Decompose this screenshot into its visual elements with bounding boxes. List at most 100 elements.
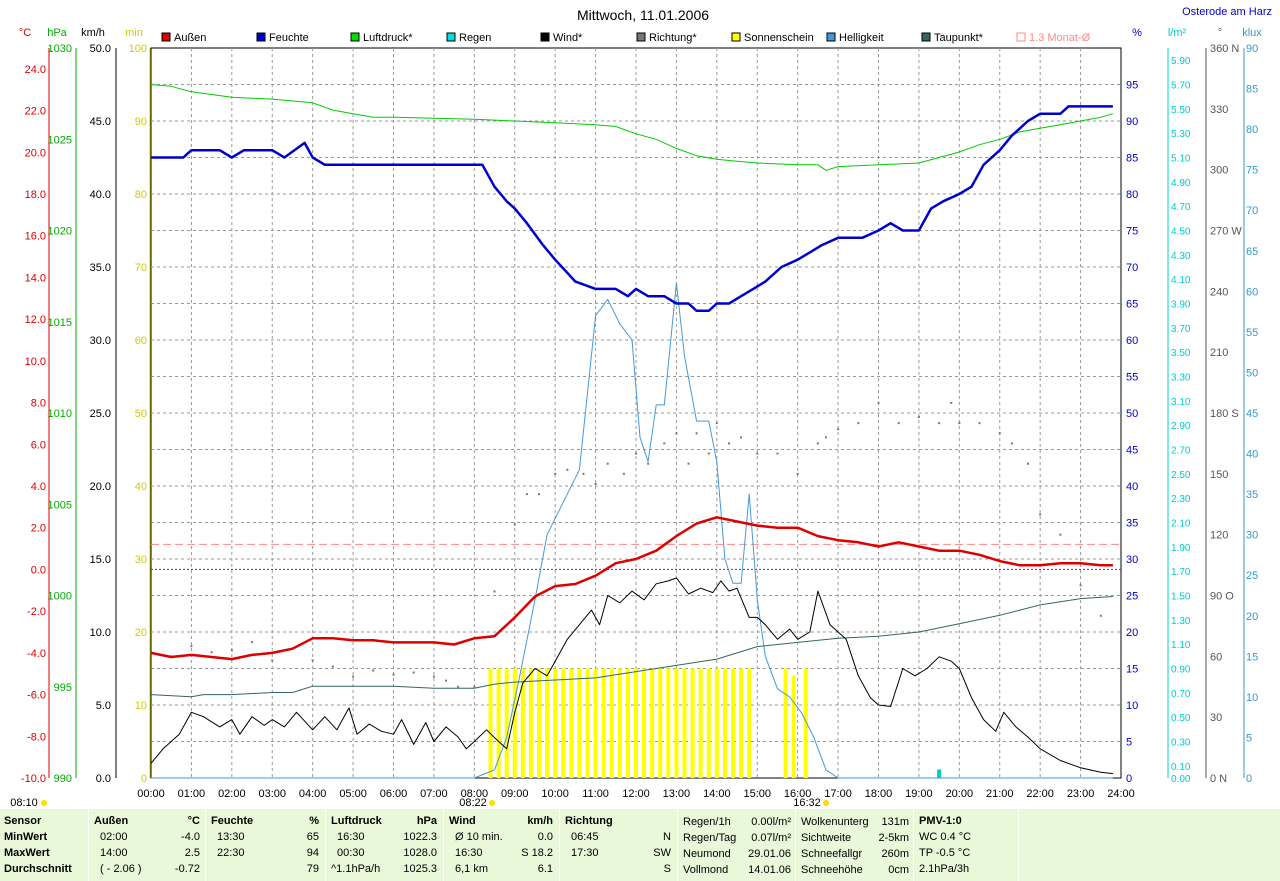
rain-tick-label: 1.30 — [1171, 616, 1191, 627]
hpa-tick-label: 1020 — [48, 226, 72, 238]
rain-tick-label: 5.10 — [1171, 154, 1191, 165]
min-tick-label: 0 — [141, 773, 147, 785]
neumond-value: 29.01.06 — [748, 848, 791, 860]
hpa-tick-label: 995 — [54, 682, 72, 694]
rain-tick-label: 1.50 — [1171, 592, 1191, 603]
rain-tick-label: 2.10 — [1171, 519, 1191, 530]
wind-direction-point — [938, 422, 941, 425]
wind-direction-point — [998, 432, 1001, 435]
wind-direction-point — [311, 659, 314, 662]
wind-avg10-value: 0.0 — [537, 831, 553, 843]
min-tick-label: 90 — [135, 116, 147, 128]
klux-tick-label: 60 — [1246, 286, 1258, 298]
rain-tick-label: 0.70 — [1171, 689, 1191, 700]
sunshine-bar — [674, 668, 679, 778]
wind-direction-point — [1027, 462, 1030, 465]
luftdruck-header: Luftdruck — [331, 815, 382, 827]
richtung-header: Richtung — [565, 815, 613, 827]
sensor-column: Sensor MinWert MaxWert Durchschnitt — [4, 809, 88, 881]
plot-area — [150, 47, 1122, 779]
luftdruck-trend: ^1.1hPa/h — [331, 863, 381, 875]
x-tick-label: 03:00 — [258, 788, 286, 800]
kmh-tick-label: 30.0 — [90, 335, 111, 347]
pressure-trend-value: 2.1hPa/3h — [919, 863, 970, 875]
taupunkt-value: TP -0.5 °C — [919, 847, 971, 859]
kmh-tick-label: 0.0 — [96, 773, 111, 785]
luftdruck-avg-value: 1025.3 — [403, 863, 437, 875]
rain-tick-label: 3.50 — [1171, 348, 1191, 359]
feuchte-min-value: 65 — [306, 831, 319, 843]
klux-tick-label: 25 — [1246, 570, 1258, 582]
hpa-tick-label: 1005 — [48, 499, 72, 511]
pct-tick-label: 0 — [1126, 773, 1132, 785]
wind-avg10-label: Ø 10 min. — [455, 831, 503, 843]
legend-swatch — [826, 32, 836, 42]
wind-direction-point — [513, 523, 516, 526]
rain-tick-label: 2.30 — [1171, 494, 1191, 505]
min-tick-label: 20 — [135, 627, 147, 639]
rain-tick-label: 4.10 — [1171, 275, 1191, 286]
wolken-column: Wolkenunterg 131m Sichtweite 2-5km Schne… — [799, 809, 909, 881]
wind-direction-point — [1099, 614, 1102, 617]
pct-tick-label: 85 — [1126, 153, 1138, 165]
regen-tag-label: Regen/Tag — [683, 832, 737, 844]
pct-tick-label: 20 — [1126, 627, 1138, 639]
temp-tick-label: 12.0 — [25, 314, 46, 326]
chart-title: Mittwoch, 11.01.2006 — [577, 7, 709, 23]
rain-tick-label: 2.70 — [1171, 446, 1191, 457]
deg-tick-label: 120 — [1210, 530, 1228, 542]
pct-tick-label: 65 — [1126, 299, 1138, 311]
sensor-header: Sensor — [4, 815, 42, 827]
temp-tick-label: -8.0 — [27, 731, 46, 743]
rain-tick-label: 4.50 — [1171, 227, 1191, 238]
deg-tick-label: 90 O — [1210, 591, 1234, 603]
aussen-line — [150, 516, 1113, 661]
x-tick-label: 19:00 — [905, 788, 933, 800]
temp-tick-label: 16.0 — [25, 231, 46, 243]
stats-footer: Sensor MinWert MaxWert Durchschnitt Auße… — [0, 809, 1280, 881]
luftdruck-min-time: 16:30 — [337, 831, 365, 843]
wind-direction-point — [190, 645, 193, 648]
x-tick-label: 17:00 — [824, 788, 852, 800]
sunshine-bar — [634, 668, 638, 778]
regen-1h-label: Regen/1h — [683, 816, 731, 828]
rain-tick-label: 0.30 — [1171, 738, 1191, 749]
durchschnitt-label: Durchschnitt — [4, 863, 72, 875]
feuchte-max-time: 22:30 — [217, 847, 245, 859]
wind-direction-point — [877, 401, 880, 404]
rain-tick-label: 3.30 — [1171, 373, 1191, 384]
rain-tick-label: 1.90 — [1171, 543, 1191, 554]
rain-tick-label: 0.10 — [1171, 762, 1191, 773]
kmh-tick-label: 10.0 — [90, 627, 111, 639]
sunshine-bar — [803, 668, 808, 778]
kmh-tick-label: 5.0 — [96, 700, 111, 712]
legend-label: Luftdruck* — [363, 32, 413, 44]
temp-tick-label: 14.0 — [25, 272, 46, 284]
pct-tick-label: 40 — [1126, 481, 1138, 493]
min-axis-unit: min — [125, 27, 143, 39]
min-tick-label: 60 — [135, 335, 147, 347]
x-tick-label: 20:00 — [946, 788, 974, 800]
wind-direction-point — [457, 685, 460, 688]
luftdruck-unit: hPa — [416, 815, 437, 827]
neumond-label: Neumond — [683, 848, 731, 860]
schneefallgr-value: 260m — [881, 848, 909, 860]
legend: Außen Feuchte Luftdruck* Regen Wind* Richtung… — [161, 32, 1091, 44]
x-tick-label: 16:00 — [784, 788, 812, 800]
sunshine-bar — [666, 668, 671, 778]
kmh-tick-label: 20.0 — [90, 481, 111, 493]
rain-tick-label: 4.30 — [1171, 251, 1191, 262]
klux-tick-label: 50 — [1246, 367, 1258, 379]
wind-unit: km/h — [527, 815, 553, 827]
x-tick-label: 23:00 — [1067, 788, 1095, 800]
kmh-tick-label: 35.0 — [90, 262, 111, 274]
rain-tick-label: 2.90 — [1171, 421, 1191, 432]
wind-direction-point — [432, 675, 435, 678]
sunshine-bar — [496, 668, 501, 778]
aussen-column: Außen °C 02:00 -4.0 14:00 2.5 ( - 2.06 )… — [92, 809, 202, 881]
pmv-column: PMV-1:0 WC 0.4 °C TP -0.5 °C 2.1hPa/3h — [917, 809, 1017, 881]
deg-tick-label: 360 N — [1210, 43, 1239, 55]
legend-label: Außen — [174, 32, 206, 44]
x-tick-label: 08:00 — [461, 788, 489, 800]
wind-direction-point — [647, 462, 650, 465]
